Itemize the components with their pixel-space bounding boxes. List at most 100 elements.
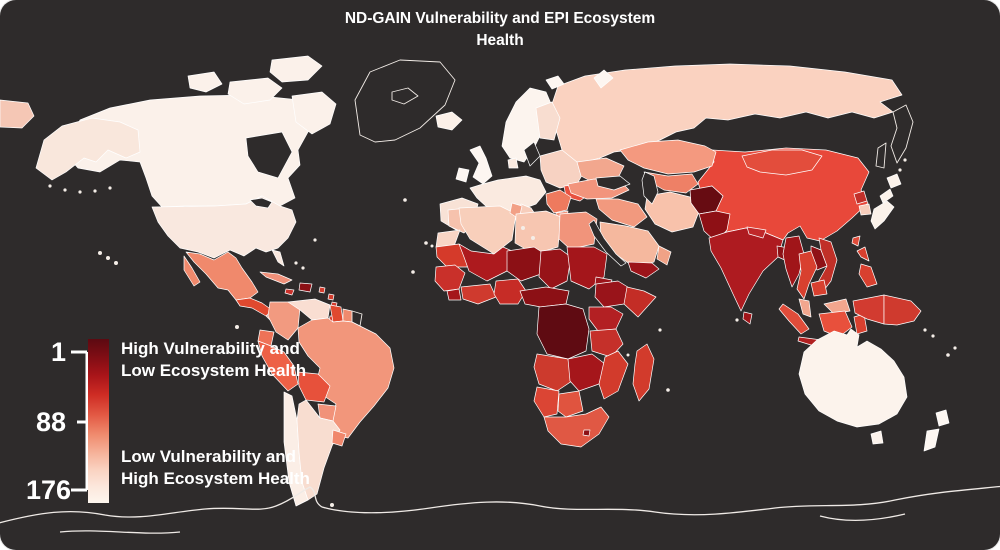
region-canada-arctic-island xyxy=(269,55,323,83)
region-new-zealand xyxy=(935,409,950,427)
region-syria-iraq xyxy=(595,198,648,228)
legend: 1 88 176 High Vulnerability and Low Ecos… xyxy=(26,336,336,511)
region-japan xyxy=(879,188,894,204)
region-hispaniola xyxy=(298,282,313,293)
region-nepal xyxy=(746,226,767,239)
region-botswana xyxy=(557,390,584,418)
region-yemen xyxy=(627,261,660,279)
region-bolivia xyxy=(297,371,331,403)
region-finland xyxy=(535,101,561,141)
region-canada-arctic-island xyxy=(187,71,223,93)
region-baja xyxy=(183,255,201,287)
region-papua-new-guinea xyxy=(883,294,922,326)
region-canada xyxy=(61,94,319,208)
legend-bottom-label-line2: High Ecosystem Health xyxy=(121,469,310,488)
region-kazakhstan xyxy=(619,139,717,175)
region-canada-arctic-island xyxy=(227,77,283,105)
region-iran xyxy=(644,191,701,233)
region-arctic-island-outline xyxy=(391,87,419,105)
region-chukotka xyxy=(0,99,35,129)
region-myanmar xyxy=(782,235,805,288)
region-peru xyxy=(257,340,299,392)
legend-top-label: High Vulnerability and Low Ecosystem Hea… xyxy=(121,338,306,382)
region-kamchatka xyxy=(890,104,914,164)
region-red-sea xyxy=(588,219,627,267)
region-lesotho xyxy=(582,429,591,437)
region-tasmania xyxy=(870,430,884,445)
region-ghana-ivory-coast xyxy=(460,283,497,305)
region-libya xyxy=(514,210,562,255)
legend-gradient-bar xyxy=(88,339,109,503)
region-mongolia xyxy=(741,149,823,176)
region-mali xyxy=(458,243,513,282)
region-antilles xyxy=(327,293,335,301)
region-baltic-sea xyxy=(523,141,541,167)
region-north-korea xyxy=(853,190,868,205)
region-caspian-sea xyxy=(641,171,659,205)
region-florida xyxy=(271,249,285,267)
region-new-zealand xyxy=(923,428,940,452)
region-central-america xyxy=(235,297,273,317)
legend-bracket xyxy=(71,350,89,492)
region-jamaica xyxy=(284,288,295,296)
region-canada-arctic-island xyxy=(291,91,337,135)
region-sakhalin xyxy=(875,142,887,169)
region-uganda-kenya xyxy=(588,306,624,332)
region-south-korea xyxy=(858,203,872,216)
region-japan xyxy=(870,200,895,230)
region-great-lakes xyxy=(249,197,273,209)
region-sierra-leone-liberia xyxy=(446,288,462,301)
region-somalia xyxy=(623,286,657,318)
legend-tick-top: 1 xyxy=(50,337,66,367)
region-taiwan xyxy=(851,235,861,247)
region-ireland xyxy=(455,167,470,183)
region-balkans xyxy=(545,189,572,214)
region-brazil xyxy=(297,317,395,439)
legend-top-label-line1: High Vulnerability and xyxy=(121,339,300,358)
region-antilles xyxy=(318,286,326,294)
region-uruguay xyxy=(331,429,347,447)
region-russia xyxy=(551,63,903,163)
region-drc xyxy=(536,303,590,360)
region-cameroon-car xyxy=(519,286,570,308)
region-south-africa xyxy=(543,406,610,448)
chart-title-line1: ND-GAIN Vulnerability and EPI Ecosystem xyxy=(344,10,656,27)
region-indonesia-papua xyxy=(852,294,885,325)
region-mozambique xyxy=(598,350,629,400)
region-india xyxy=(708,227,784,312)
region-novaya-zemlya xyxy=(593,69,614,89)
region-philippines xyxy=(856,246,870,262)
region-argentina xyxy=(296,399,341,501)
region-alaska xyxy=(35,117,141,181)
antarctica-coastline-detail xyxy=(59,513,906,534)
region-usa xyxy=(151,195,297,259)
region-senegal-guinea xyxy=(434,264,466,292)
region-australia xyxy=(798,328,908,428)
region-chad xyxy=(538,248,572,290)
region-uk xyxy=(469,145,493,185)
region-oman xyxy=(656,245,672,266)
region-sri-lanka xyxy=(742,311,753,325)
region-thailand xyxy=(796,250,818,300)
region-cambodia xyxy=(810,279,828,297)
region-egypt xyxy=(558,211,598,250)
region-philippines xyxy=(858,263,878,288)
region-suriname xyxy=(342,308,353,323)
region-hudson-bay xyxy=(245,131,293,179)
region-madagascar xyxy=(632,343,655,402)
region-nigeria xyxy=(493,278,527,305)
legend-top-label-line2: Low Ecosystem Health xyxy=(121,361,307,380)
region-japan xyxy=(886,173,902,189)
chart-title: ND-GAIN Vulnerability and EPI Ecosystem … xyxy=(0,8,1000,52)
region-malaysia-borneo xyxy=(823,298,851,315)
region-iceland xyxy=(435,111,463,131)
region-sumatra xyxy=(778,303,810,335)
region-algeria xyxy=(458,205,517,255)
antarctica-coastline xyxy=(0,485,1000,524)
legend-bottom-label-line1: Low Vulnerability and xyxy=(121,447,297,466)
region-mexico xyxy=(185,251,259,301)
legend-tick-bottom: 176 xyxy=(26,475,72,505)
